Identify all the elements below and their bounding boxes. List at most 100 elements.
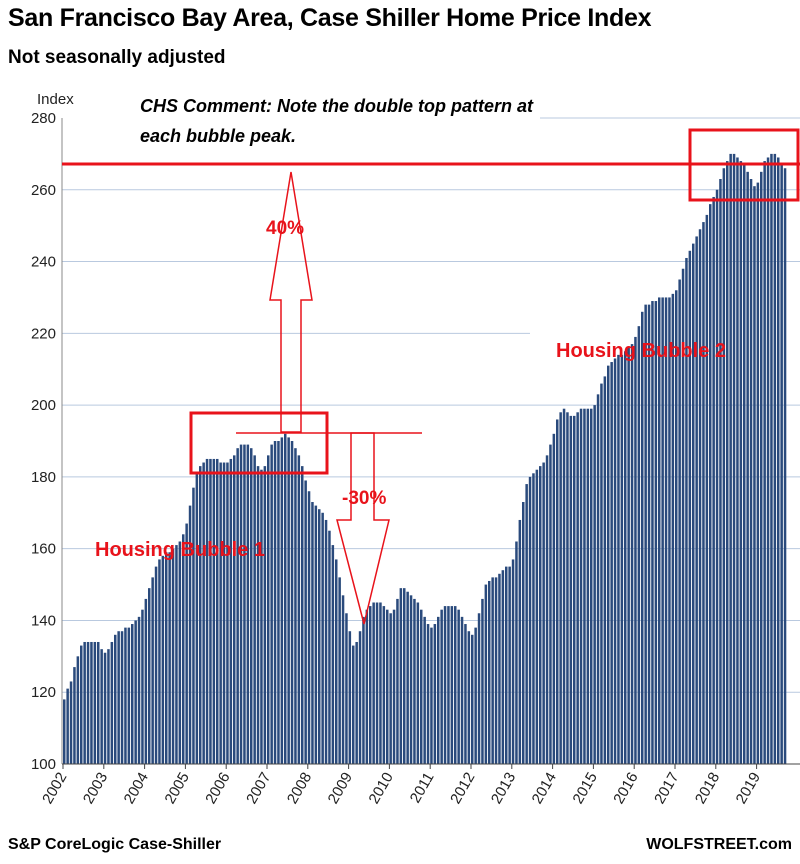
bar (76, 656, 80, 764)
bar (236, 448, 239, 764)
bar (195, 473, 199, 764)
bar (226, 462, 229, 764)
bar (450, 606, 454, 764)
bar (430, 627, 433, 764)
bar (566, 412, 569, 764)
bar (695, 236, 698, 764)
bars (63, 153, 787, 765)
bar (753, 186, 756, 764)
x-tick-label: 2016 (610, 770, 641, 807)
bar (647, 304, 651, 764)
bar (83, 641, 86, 764)
y-axis-label: Index (37, 91, 74, 108)
bar (233, 455, 236, 764)
bar (688, 250, 692, 765)
bar (175, 545, 178, 764)
bar (675, 290, 678, 764)
bar (379, 602, 382, 764)
bar (93, 641, 97, 764)
bar (321, 512, 324, 764)
bar (488, 580, 491, 764)
bar (216, 458, 219, 764)
brand-logo-text: WOLFSTREET.com (646, 836, 792, 853)
bar (103, 652, 107, 764)
bar (263, 466, 267, 764)
bar (634, 336, 637, 764)
bar (256, 466, 260, 764)
bar (454, 606, 457, 764)
x-tick-label: 2004 (121, 770, 152, 807)
bar (185, 523, 188, 764)
y-tick-label: 100 (31, 756, 56, 773)
x-tick-label: 2012 (447, 770, 478, 807)
bar (644, 304, 647, 764)
bar (182, 534, 185, 764)
bar (715, 189, 719, 764)
bar (739, 161, 743, 764)
bar (654, 301, 658, 764)
x-tick-label: 2019 (733, 770, 764, 807)
bar (692, 243, 695, 765)
bar (362, 616, 365, 764)
bar (569, 415, 573, 764)
x-tick-label: 2018 (692, 770, 723, 807)
bar (590, 408, 593, 764)
bar (168, 552, 171, 764)
chs-comment-line2: each bubble peak. (140, 126, 296, 146)
bar (284, 433, 287, 764)
bar (749, 179, 753, 764)
bar (668, 297, 671, 764)
bar (477, 613, 481, 764)
bar (277, 441, 280, 764)
bar (511, 559, 515, 764)
x-tick-label: 2014 (529, 770, 560, 807)
bar (386, 609, 389, 764)
bar (433, 624, 437, 764)
bar (437, 616, 440, 764)
bar (420, 609, 423, 764)
bar (66, 688, 69, 764)
y-tick-label: 140 (31, 612, 56, 629)
bar (780, 164, 783, 764)
bar (627, 347, 630, 764)
bar (178, 541, 182, 764)
y-tick-label: 120 (31, 684, 56, 701)
bar (352, 645, 355, 764)
bar (355, 641, 358, 764)
bar (124, 627, 127, 764)
x-tick-label: 2015 (569, 770, 600, 807)
bar (86, 641, 90, 764)
bar (535, 469, 539, 764)
y-tick-label: 160 (31, 541, 56, 558)
bar (148, 588, 151, 764)
bar (348, 631, 352, 764)
bar (297, 455, 301, 764)
bar (365, 609, 369, 764)
up-arrow-40pct (269, 171, 313, 433)
bar (341, 595, 345, 764)
bar (539, 466, 542, 764)
bar (267, 455, 270, 764)
bar (403, 588, 406, 764)
bar (766, 157, 770, 765)
bar (199, 466, 202, 764)
bar (491, 577, 494, 764)
chs-comment-line1: CHS Comment: Note the double top pattern… (140, 96, 534, 116)
bar (423, 616, 426, 764)
bar (358, 631, 362, 764)
bar (484, 584, 488, 764)
bar (158, 559, 161, 764)
bar (117, 631, 120, 764)
bar (73, 667, 76, 764)
bar (307, 491, 311, 764)
bar (345, 613, 348, 764)
bar (542, 462, 545, 764)
annotations-overlay: CHS Comment: Note the double top pattern… (62, 96, 800, 625)
bar (600, 383, 603, 764)
x-axis: 2002 2003 2004 2005 2006 2007 2008 2009 2010 2011… (39, 763, 800, 807)
bar (508, 566, 511, 764)
down-arrow-30pct (336, 432, 390, 625)
bar (382, 606, 386, 764)
bar (613, 358, 617, 764)
bar (756, 182, 760, 765)
